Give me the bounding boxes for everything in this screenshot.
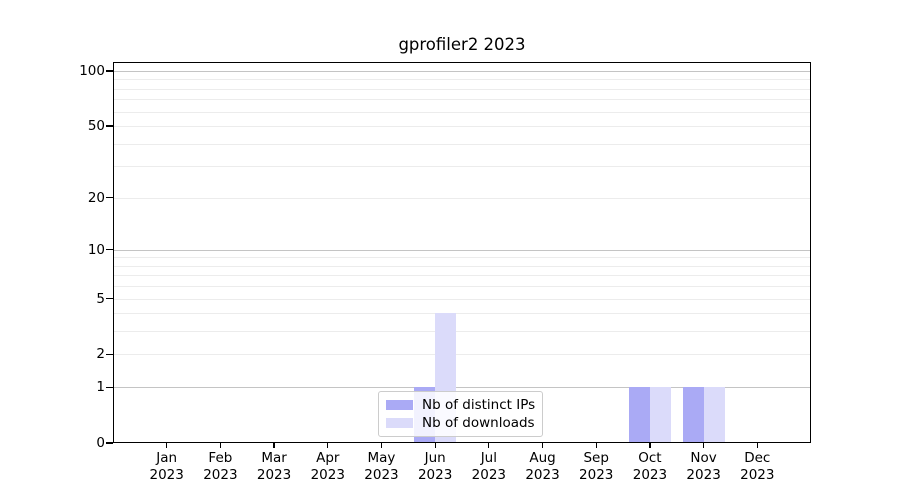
x-tick-label-year: 2023 xyxy=(149,467,184,483)
gridline-minor xyxy=(113,354,811,356)
gridline-minor xyxy=(113,126,811,128)
x-tick xyxy=(327,443,329,448)
x-tick-label-month: Jun xyxy=(424,450,446,466)
x-tick-label: Jun 2023 xyxy=(405,450,465,484)
gridline-minor xyxy=(113,166,811,168)
gridline-major xyxy=(113,387,811,389)
gridline-minor xyxy=(113,197,811,199)
y-tick-label: 100 xyxy=(79,63,105,79)
x-tick-label-month: Oct xyxy=(638,450,662,466)
x-tick-label-year: 2023 xyxy=(525,467,560,483)
x-tick-label-year: 2023 xyxy=(740,467,775,483)
x-tick-label-month: Aug xyxy=(529,450,556,466)
x-tick-label: Jul 2023 xyxy=(459,450,519,484)
gridline-minor xyxy=(113,265,811,267)
x-tick xyxy=(703,443,705,448)
chart-title: gprofiler2 2023 xyxy=(398,35,526,54)
gridline-minor xyxy=(113,257,811,259)
gridline-minor xyxy=(113,313,811,315)
gridline-major xyxy=(113,71,811,72)
y-tick-label: 5 xyxy=(96,290,105,307)
y-tick-label: 2 xyxy=(96,346,105,363)
legend-item-1: Nb of downloads xyxy=(386,415,535,431)
y-tick-label: 10 xyxy=(87,241,105,258)
x-tick-label-year: 2023 xyxy=(632,467,668,483)
y-tick xyxy=(106,70,113,72)
x-tick-label: Dec 2023 xyxy=(727,450,787,484)
y-tick-label: 0 xyxy=(96,435,105,451)
gridline-minor xyxy=(113,79,811,81)
x-tick xyxy=(488,443,490,448)
x-tick-label: Sep 2023 xyxy=(566,450,626,484)
x-tick-label-year: 2023 xyxy=(417,467,453,483)
plot-area xyxy=(113,62,811,443)
x-tick-label-month: May xyxy=(367,450,396,466)
x-tick-label-month: Feb xyxy=(208,450,233,466)
legend-swatch-icon xyxy=(386,400,413,410)
gridline-minor xyxy=(113,143,811,145)
y-tick-label: 20 xyxy=(87,189,105,206)
legend: Nb of distinct IPs Nb of downloads xyxy=(378,391,543,437)
x-tick-label: Apr 2023 xyxy=(298,450,358,484)
legend-label: Nb of distinct IPs xyxy=(422,397,536,413)
x-tick-label-month: Mar xyxy=(261,450,287,466)
x-tick xyxy=(595,443,597,448)
x-tick-label-year: 2023 xyxy=(203,467,238,483)
legend-swatch-icon xyxy=(386,418,413,428)
gridline-minor xyxy=(113,286,811,288)
x-tick-label-year: 2023 xyxy=(310,467,345,483)
x-tick-label: Feb 2023 xyxy=(190,450,250,484)
legend-item-0: Nb of distinct IPs xyxy=(386,397,535,413)
y-tick xyxy=(106,297,113,300)
x-tick-label: Mar 2023 xyxy=(244,450,304,484)
x-tick-label-year: 2023 xyxy=(579,467,614,483)
y-tick xyxy=(106,386,113,388)
x-tick-label-month: Jul xyxy=(480,450,497,466)
legend-label: Nb of downloads xyxy=(422,415,535,431)
x-tick xyxy=(380,443,383,448)
gridline-minor xyxy=(113,298,811,300)
x-tick-label-month: Dec xyxy=(744,450,771,466)
x-tick-label: Nov 2023 xyxy=(674,450,734,484)
x-tick-label-month: Jan xyxy=(156,450,178,466)
x-tick-label-month: Nov xyxy=(690,450,717,466)
y-tick xyxy=(106,353,113,356)
x-tick xyxy=(756,443,758,448)
y-tick-label: 1 xyxy=(96,379,105,396)
gridline-minor xyxy=(113,331,811,333)
y-tick xyxy=(106,442,113,444)
y-tick xyxy=(106,125,113,127)
x-tick-label: Jan 2023 xyxy=(137,450,197,484)
bar-distinct-ips-10 xyxy=(682,387,704,443)
y-tick xyxy=(106,196,113,199)
x-tick xyxy=(434,443,436,448)
x-tick-label-year: 2023 xyxy=(686,467,721,483)
x-tick-label-year: 2023 xyxy=(471,467,507,483)
gridline-minor xyxy=(113,99,811,101)
y-tick xyxy=(106,249,113,251)
x-tick xyxy=(273,443,275,448)
gridline-minor xyxy=(113,275,811,277)
x-tick-label: Aug 2023 xyxy=(513,450,573,484)
bar-distinct-ips-9 xyxy=(628,387,650,443)
x-tick xyxy=(541,443,544,448)
x-tick-label-year: 2023 xyxy=(364,467,399,483)
y-tick-label: 50 xyxy=(87,118,105,135)
x-tick xyxy=(166,443,168,448)
gridline-minor xyxy=(113,111,811,113)
bar-downloads-9 xyxy=(649,387,671,443)
x-tick-label-month: Sep xyxy=(583,450,609,466)
gridline-major xyxy=(113,249,811,251)
x-tick-label: Oct 2023 xyxy=(620,450,680,484)
x-tick-label-year: 2023 xyxy=(256,467,292,483)
x-tick xyxy=(219,443,221,448)
x-tick-label-month: Apr xyxy=(316,450,340,466)
gridline-minor xyxy=(113,88,811,90)
x-tick-label: May 2023 xyxy=(351,450,411,484)
bar-downloads-10 xyxy=(703,387,725,443)
x-tick xyxy=(649,443,651,448)
